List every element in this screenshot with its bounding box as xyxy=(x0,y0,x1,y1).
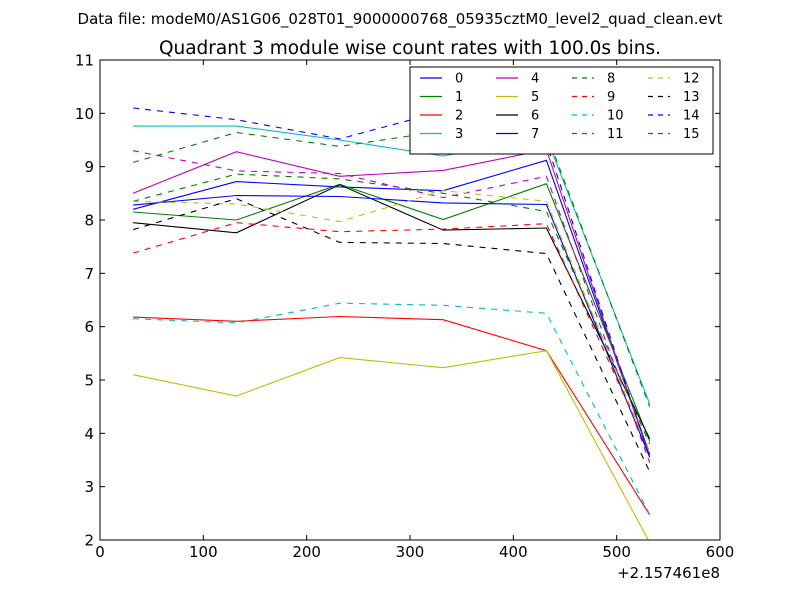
series-group xyxy=(132,107,651,540)
series-line-0 xyxy=(132,159,651,455)
series-line-1 xyxy=(133,183,651,442)
legend-label-0: 0 xyxy=(455,72,463,87)
legend-label-3: 3 xyxy=(455,127,463,142)
x-tick-label: 600 xyxy=(706,543,735,561)
x-tick-label: 400 xyxy=(499,543,528,561)
y-tick-label: 7 xyxy=(84,265,94,283)
x-tick-label: 0 xyxy=(95,543,105,561)
x-tick-label: 100 xyxy=(189,543,218,561)
y-tick-label: 8 xyxy=(84,212,94,230)
series-line-8 xyxy=(132,173,651,445)
series-line-3 xyxy=(133,125,651,405)
series-line-15 xyxy=(132,130,651,407)
series-line-2 xyxy=(133,315,651,516)
legend-label-8: 8 xyxy=(607,72,615,87)
x-tick-label: 300 xyxy=(396,543,425,561)
series-line-11 xyxy=(132,150,651,463)
series-line-7 xyxy=(133,194,651,458)
suptitle: Data file: modeM0/AS1G06_028T01_90000007… xyxy=(78,10,723,29)
series-line-6 xyxy=(133,184,651,439)
y-tick-label: 10 xyxy=(75,105,94,123)
x-tick-label: 200 xyxy=(292,543,321,561)
series-line-10 xyxy=(133,302,651,515)
y-tick-label: 5 xyxy=(84,372,94,390)
legend-label-7: 7 xyxy=(531,127,539,142)
legend-box xyxy=(409,66,714,155)
y-tick-label: 9 xyxy=(84,158,94,176)
y-tick-label: 3 xyxy=(84,478,94,496)
plot-area xyxy=(132,107,651,540)
x-tick-label: 500 xyxy=(602,543,631,561)
legend-label-15: 15 xyxy=(683,127,700,142)
legend-label-5: 5 xyxy=(531,90,539,105)
legend-label-9: 9 xyxy=(607,90,615,105)
legend-label-10: 10 xyxy=(607,109,624,124)
legend-label-2: 2 xyxy=(455,109,463,124)
y-tick-label: 4 xyxy=(84,425,94,443)
legend-label-6: 6 xyxy=(531,109,539,124)
legend-label-4: 4 xyxy=(531,72,539,87)
series-line-14 xyxy=(133,107,651,458)
y-tick-label: 2 xyxy=(84,532,94,550)
x-offset-label: +2.157461e8 xyxy=(617,564,720,582)
y-tick-label: 11 xyxy=(75,52,94,70)
legend-label-12: 12 xyxy=(683,72,700,87)
legend-label-14: 14 xyxy=(683,109,700,124)
series-line-13 xyxy=(132,198,651,472)
series-line-9 xyxy=(132,222,651,453)
series-line-4 xyxy=(132,148,651,458)
chart-title: Quadrant 3 module wise count rates with … xyxy=(159,38,661,59)
legend-label-1: 1 xyxy=(455,90,463,105)
axes: 0 100 200 300 400 500 600234567891011+2.157461… xyxy=(75,52,734,583)
series-line-5 xyxy=(132,350,649,540)
legend-label-11: 11 xyxy=(607,127,624,142)
legend-label-13: 13 xyxy=(683,90,700,105)
y-tick-label: 6 xyxy=(84,318,94,336)
